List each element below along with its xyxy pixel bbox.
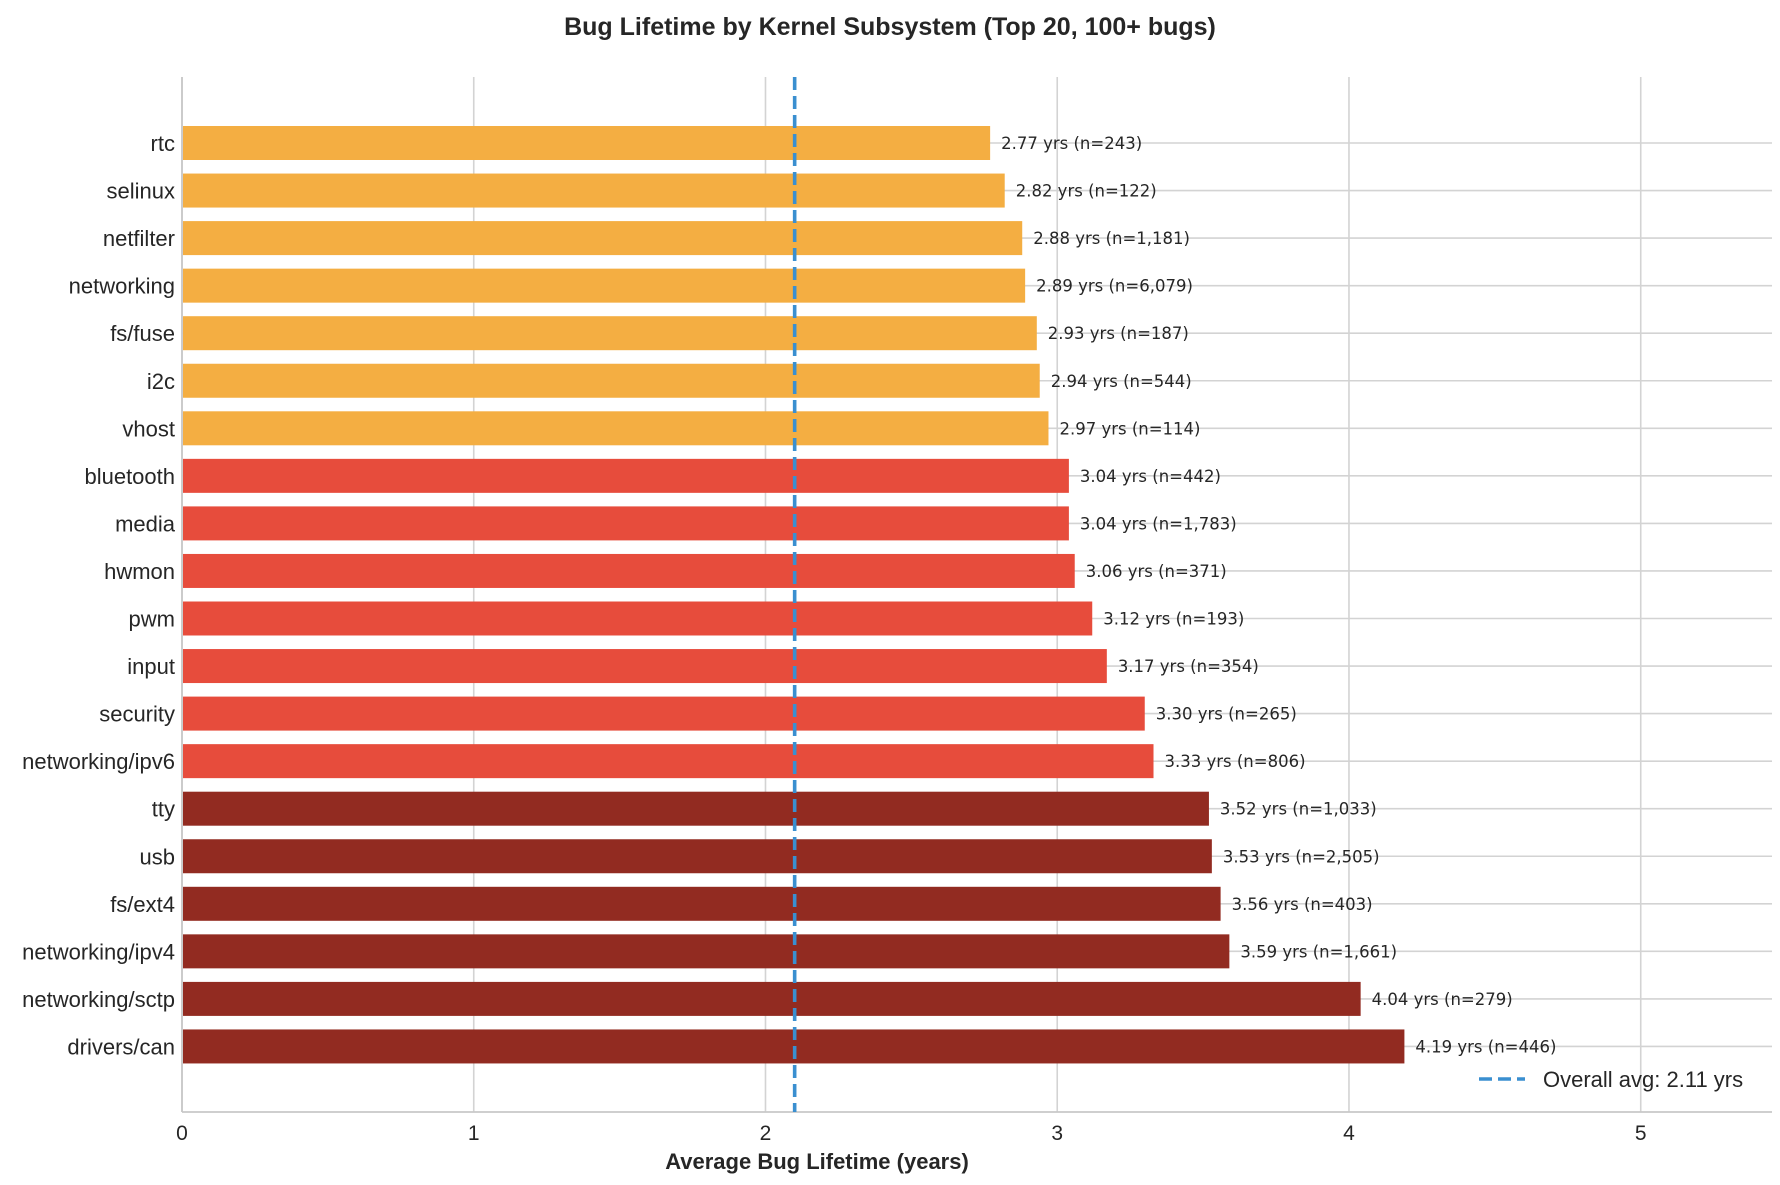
bar <box>183 268 1026 303</box>
category-label: media <box>115 511 176 536</box>
bar <box>183 363 1040 398</box>
bar <box>183 173 1005 208</box>
bar <box>183 126 991 160</box>
bar <box>183 411 1049 446</box>
category-label: vhost <box>122 416 175 441</box>
bar-value-label: 2.94 yrs (n=544) <box>1051 372 1192 391</box>
category-label: bluetooth <box>84 464 175 489</box>
legend-label: Overall avg: 2.11 yrs <box>1543 1067 1743 1092</box>
category-label: networking/ipv6 <box>22 749 175 774</box>
category-label: usb <box>140 844 175 869</box>
x-axis-label: Average Bug Lifetime (years) <box>665 1149 969 1174</box>
category-label: input <box>127 654 175 679</box>
category-label: networking/ipv4 <box>22 939 175 964</box>
bar <box>183 316 1037 351</box>
category-label: fs/ext4 <box>110 892 175 917</box>
bar <box>183 506 1069 541</box>
bar <box>183 601 1093 636</box>
category-label: fs/fuse <box>110 321 175 346</box>
category-labels: rtc selinux netfilter networking fs/fuse i2c v… <box>22 131 176 1059</box>
category-label: rtc <box>151 131 175 156</box>
bar <box>183 839 1212 874</box>
bar-value-label: 3.53 yrs (n=2,505) <box>1223 847 1380 866</box>
bar-value-label: 3.30 yrs (n=265) <box>1156 705 1297 724</box>
category-label: pwm <box>129 607 175 632</box>
category-label: networking/sctp <box>22 987 175 1012</box>
bar-value-label: 3.04 yrs (n=1,783) <box>1080 514 1237 533</box>
x-tick-label: 2 <box>760 1122 772 1145</box>
category-label: i2c <box>147 369 175 394</box>
bar-value-label: 2.97 yrs (n=114) <box>1059 419 1200 438</box>
bar-value-label: 3.04 yrs (n=442) <box>1080 467 1221 486</box>
bar <box>183 744 1154 779</box>
category-label: selinux <box>107 179 175 204</box>
x-tick-label: 1 <box>468 1122 480 1145</box>
x-tick-labels: 0 1 2 3 4 5 <box>176 1122 1646 1145</box>
bar-value-label: 3.12 yrs (n=193) <box>1103 610 1244 629</box>
bar-value-label: 4.04 yrs (n=279) <box>1372 990 1513 1009</box>
bar-value-label: 3.59 yrs (n=1,661) <box>1240 942 1397 961</box>
bar-value-label: 3.52 yrs (n=1,033) <box>1220 800 1377 819</box>
chart-title: Bug Lifetime by Kernel Subsystem (Top 20… <box>564 13 1216 41</box>
bar-value-label: 3.17 yrs (n=354) <box>1118 657 1259 676</box>
bar-value-label: 2.88 yrs (n=1,181) <box>1033 229 1190 248</box>
bar <box>183 981 1361 1016</box>
bar-value-label: 3.56 yrs (n=403) <box>1232 895 1373 914</box>
category-label: tty <box>152 797 175 822</box>
data-labels: 2.77 yrs (n=243) 2.82 yrs (n=122) 2.88 yrs… <box>1001 134 1556 1056</box>
bar <box>183 886 1221 921</box>
x-tick-label: 0 <box>176 1122 188 1145</box>
bar <box>183 791 1209 826</box>
category-label: drivers/can <box>67 1034 175 1059</box>
bar-value-label: 2.93 yrs (n=187) <box>1048 324 1189 343</box>
bar <box>183 649 1107 684</box>
bar-value-label: 2.89 yrs (n=6,079) <box>1036 277 1193 296</box>
bar-value-label: 3.33 yrs (n=806) <box>1165 752 1306 771</box>
category-label: security <box>99 702 175 727</box>
legend: Overall avg: 2.11 yrs <box>1479 1067 1743 1092</box>
bar <box>183 696 1145 731</box>
bar <box>183 221 1023 256</box>
bar-value-label: 2.82 yrs (n=122) <box>1016 182 1157 201</box>
x-tick-label: 4 <box>1343 1122 1355 1145</box>
category-label: netfilter <box>103 226 175 251</box>
bar <box>183 458 1069 493</box>
axes <box>181 77 1772 1113</box>
bar-value-label: 2.77 yrs (n=243) <box>1001 134 1142 153</box>
bar-value-label: 3.06 yrs (n=371) <box>1086 562 1227 581</box>
bar <box>183 553 1075 588</box>
category-label: hwmon <box>104 559 175 584</box>
x-tick-label: 5 <box>1635 1122 1647 1145</box>
bar <box>183 934 1230 969</box>
category-label: networking <box>69 274 175 299</box>
bar-value-label: 4.19 yrs (n=446) <box>1415 1037 1556 1056</box>
x-tick-label: 3 <box>1051 1122 1063 1145</box>
